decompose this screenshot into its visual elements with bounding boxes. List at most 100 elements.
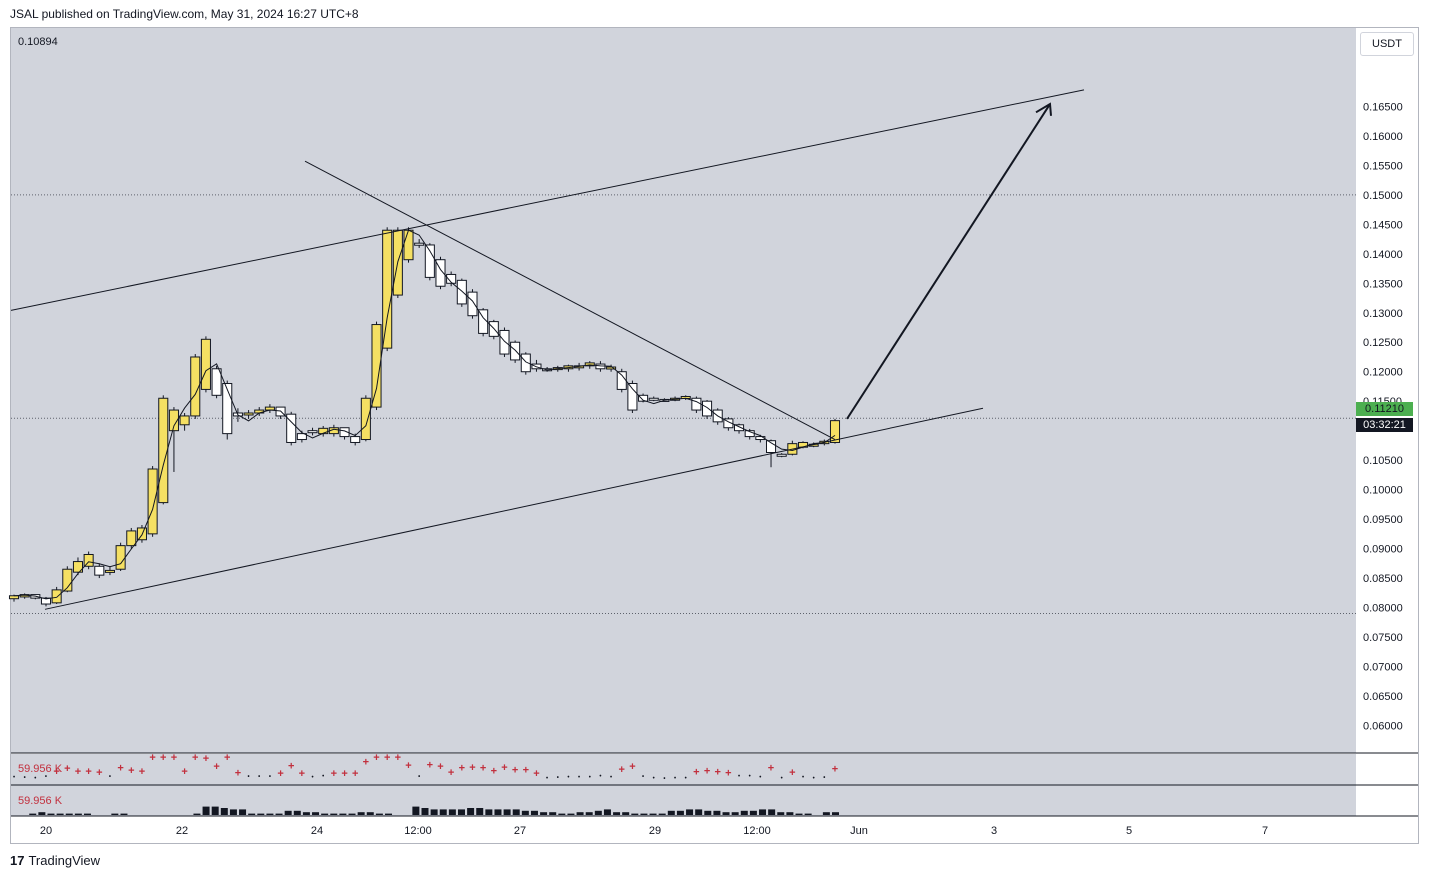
indicator-marker: + (341, 768, 347, 780)
volume-bar (457, 809, 465, 815)
volume-bar (832, 812, 839, 815)
indicator-marker: • (685, 775, 687, 781)
candle-body (211, 368, 222, 396)
indicator-marker: • (759, 774, 761, 780)
candle-body (94, 565, 105, 576)
candle-body (776, 453, 787, 457)
currency-selector[interactable]: USDT (1360, 32, 1414, 56)
volume-bar (293, 810, 301, 815)
indicator-marker: + (629, 761, 635, 773)
candle-body (115, 545, 126, 570)
volume-bar (366, 812, 374, 815)
price-tick-label: 0.15000 (1363, 190, 1403, 202)
indicator-marker: + (437, 761, 443, 773)
candle-body (403, 229, 414, 261)
volume-bar (686, 809, 694, 815)
indicator-marker: + (363, 756, 369, 768)
indicator-marker: + (789, 767, 795, 779)
indicator-marker: + (288, 761, 294, 773)
volume-bar (375, 813, 383, 815)
volume-bar (613, 812, 621, 815)
candle-body (627, 383, 638, 411)
volume-bar (47, 813, 55, 815)
indicator-marker: + (512, 764, 518, 776)
indicator-marker: + (491, 765, 497, 777)
volume-bar (594, 810, 602, 815)
indicator-marker: • (653, 775, 655, 781)
volume-bar (111, 813, 119, 815)
volume-bar (467, 808, 475, 815)
volume-bar (768, 809, 776, 815)
indicator-marker: + (235, 767, 241, 779)
price-tick-label: 0.06500 (1363, 691, 1403, 703)
volume-bar (348, 813, 356, 815)
price-axis[interactable] (1357, 28, 1418, 843)
volume-bar (29, 813, 37, 815)
volume-bar (211, 806, 219, 815)
indicator-marker: + (384, 752, 390, 764)
volume-bar (676, 810, 684, 815)
time-axis[interactable] (11, 816, 1356, 843)
candle-body (467, 291, 478, 317)
indicator-marker: + (128, 765, 134, 777)
candle-body (51, 589, 62, 604)
volume-bar (631, 813, 639, 815)
indicator-marker: + (501, 762, 507, 774)
volume-bar (667, 810, 675, 815)
volume-bar (74, 813, 82, 815)
tradingview-footer[interactable]: 17 TradingView (10, 853, 100, 868)
candle-body (691, 397, 702, 411)
indicator-marker: + (139, 766, 145, 778)
candle-body (499, 329, 510, 355)
indicator-marker: • (269, 774, 271, 780)
indicator-marker: + (192, 752, 198, 764)
volume-bar (822, 812, 830, 815)
volume-bar (567, 813, 575, 815)
indicator-marker: + (85, 766, 91, 778)
candle-body (510, 341, 521, 361)
volume-bar (421, 808, 429, 815)
indicator-marker: • (578, 774, 580, 780)
price-tick-label: 0.12500 (1363, 337, 1403, 349)
price-pane[interactable] (11, 28, 1356, 753)
time-tick-label: 29 (649, 825, 661, 837)
indicator-marker: + (171, 752, 177, 764)
volume-bar (229, 809, 237, 815)
candle-body (147, 468, 158, 535)
price-tick-label: 0.13000 (1363, 308, 1403, 320)
indicator-marker: + (224, 752, 230, 764)
candle-body (72, 561, 84, 573)
indicator-marker: • (13, 775, 15, 781)
volume-bar (658, 813, 666, 815)
candle-body (382, 229, 393, 349)
volume-bar (695, 809, 703, 815)
volume-bar (312, 812, 320, 815)
indicator-marker: + (213, 761, 219, 773)
indicator-marker: • (311, 774, 313, 780)
last-price-label: 0.11210 (1356, 402, 1413, 416)
volume-bar (804, 813, 812, 815)
volume-bar (257, 813, 265, 815)
candle-body (8, 595, 20, 600)
volume-bar (385, 813, 393, 815)
indicator-marker: + (469, 762, 475, 774)
candle-body (200, 338, 211, 390)
time-tick-label: 12:00 (743, 825, 771, 837)
indicator-marker: • (642, 774, 644, 780)
volume-bar (576, 812, 584, 815)
candle-body (350, 436, 361, 443)
price-tick-label: 0.08500 (1363, 573, 1403, 585)
indicator-marker: • (109, 774, 111, 780)
candle-body (616, 371, 627, 390)
indicator-marker: + (117, 762, 123, 774)
indicator-marker: + (331, 768, 337, 780)
time-tick-label: Jun (850, 825, 868, 837)
indicator-marker: • (45, 774, 47, 780)
volume-bar (530, 810, 538, 815)
indicator-marker: + (459, 762, 465, 774)
indicator-marker: + (405, 760, 411, 772)
indicator-marker: + (714, 766, 720, 778)
candle-body (307, 430, 318, 434)
price-tick-label: 0.09000 (1363, 544, 1403, 556)
candle-body (424, 244, 435, 278)
